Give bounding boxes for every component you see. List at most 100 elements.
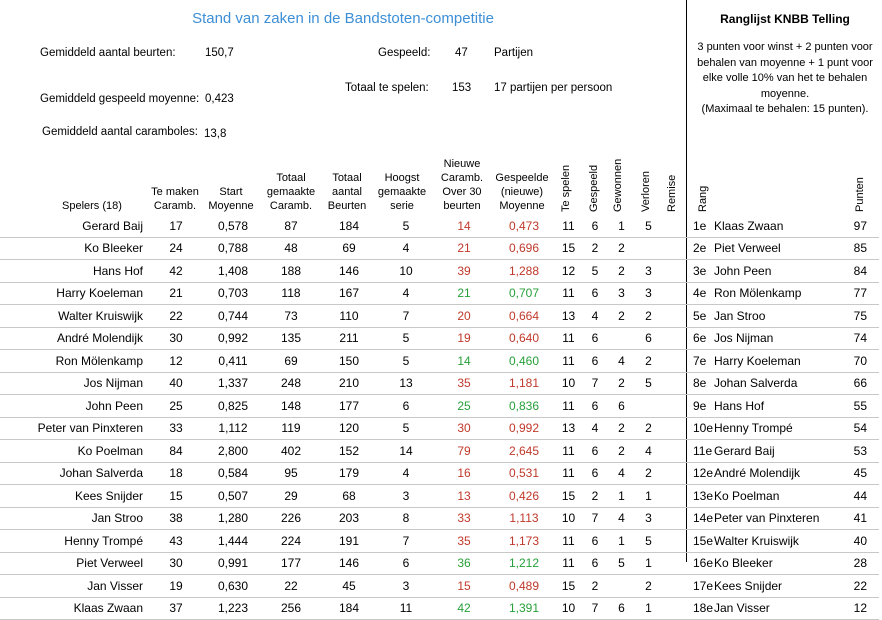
nieuwe-caramb-cell: 21 xyxy=(435,237,493,260)
rank-position: 16e xyxy=(686,552,714,575)
totaal-beurten-cell: 110 xyxy=(321,304,377,328)
start-moyenne-cell: 1,408 xyxy=(205,259,261,283)
hoogst-serie-cell: 11 xyxy=(377,597,435,620)
rule-line: behalen van moyenne + 1 punt voor xyxy=(697,56,873,69)
avg-moyenne-value: 0,423 xyxy=(205,93,234,105)
gespeelde-moyenne-cell: 0,696 xyxy=(493,237,555,260)
rank-player-name: André Molendijk xyxy=(714,462,849,485)
rule-line: elke volle 10% van het te behalen xyxy=(702,72,868,84)
ranking-rules: 3 punten voor winst + 2 punten voor beha… xyxy=(688,40,882,118)
totaal-beurten-cell: 203 xyxy=(321,507,377,530)
te-maken-cell: 42 xyxy=(147,259,205,283)
header-line: gemaakte xyxy=(266,186,316,198)
gespeeld-cell: 6 xyxy=(582,327,608,350)
gespeeld-cell: 7 xyxy=(582,507,608,530)
rank-points: 22 xyxy=(849,574,879,598)
remise-cell xyxy=(662,304,686,328)
te-maken-cell: 40 xyxy=(147,372,205,395)
te-maken-cell: 30 xyxy=(147,327,205,350)
start-moyenne-cell: 0,788 xyxy=(205,237,261,260)
gespeelde-moyenne-cell: 1,181 xyxy=(493,372,555,395)
rank-player-name: Kees Snijder xyxy=(714,574,849,598)
table-row: Kees Snijder 15 0,507 29 68 3 13 0,426 15 2 1 1 13e K… xyxy=(0,484,879,508)
start-moyenne-cell: 0,411 xyxy=(205,349,261,373)
nieuwe-caramb-cell: 20 xyxy=(435,304,493,328)
remise-cell xyxy=(662,215,686,238)
verloren-cell xyxy=(635,237,662,260)
rank-player-name: Walter Kruiswijk xyxy=(714,529,849,553)
start-moyenne-cell: 1,280 xyxy=(205,507,261,530)
te-maken-cell: 43 xyxy=(147,529,205,553)
nieuwe-caramb-cell: 14 xyxy=(435,349,493,373)
table-row: Henny Trompé 43 1,444 224 191 7 35 1,173 11 6 1 5 15… xyxy=(0,529,879,553)
header-line: Te maken xyxy=(151,186,199,198)
gespeeld-cell: 6 xyxy=(582,349,608,373)
gespeelde-moyenne-cell: 0,426 xyxy=(493,484,555,508)
hoogst-serie-cell: 7 xyxy=(377,529,435,553)
start-moyenne-cell: 1,112 xyxy=(205,417,261,440)
header-line: Moyenne xyxy=(208,200,254,212)
totaal-beurten-cell: 150 xyxy=(321,349,377,373)
te-spelen-cell: 11 xyxy=(555,394,582,418)
te-maken-cell: 33 xyxy=(147,417,205,440)
start-moyenne-cell: 0,744 xyxy=(205,304,261,328)
verloren-cell: 6 xyxy=(635,327,662,350)
remise-cell xyxy=(662,462,686,485)
totaal-beurten-cell: 146 xyxy=(321,259,377,283)
rank-player-name: Jan Visser xyxy=(714,597,849,620)
gespeelde-moyenne-cell: 0,707 xyxy=(493,282,555,305)
remise-cell xyxy=(662,372,686,395)
gespeeld-label: Gespeeld: xyxy=(378,47,431,59)
gespeeld-cell: 6 xyxy=(582,552,608,575)
verloren-cell: 5 xyxy=(635,529,662,553)
rank-player-name: John Peen xyxy=(714,259,849,283)
te-spelen-cell: 11 xyxy=(555,552,582,575)
rank-player-name: Hans Hof xyxy=(714,394,849,418)
avg-carambole-label: Gemiddeld aantal caramboles: xyxy=(42,126,198,138)
start-moyenne-cell: 1,444 xyxy=(205,529,261,553)
te-spelen-cell: 10 xyxy=(555,372,582,395)
te-maken-cell: 18 xyxy=(147,462,205,485)
gewonnen-cell: 6 xyxy=(608,394,635,418)
totaal-caramb-cell: 69 xyxy=(261,349,321,373)
table-row: Johan Salverda 18 0,584 95 179 4 16 0,531 11 6 4 2 1… xyxy=(0,462,879,485)
gewonnen-cell: 4 xyxy=(608,507,635,530)
verloren-cell: 1 xyxy=(635,597,662,620)
te-spelen-cell: 11 xyxy=(555,529,582,553)
remise-cell xyxy=(662,349,686,373)
rule-line: (Maximaal te behalen: 15 punten). xyxy=(701,103,869,115)
totaal-caramb-cell: 226 xyxy=(261,507,321,530)
nieuwe-caramb-cell: 19 xyxy=(435,327,493,350)
rank-points: 55 xyxy=(849,394,879,418)
hoogst-serie-cell: 5 xyxy=(377,349,435,373)
gespeelde-moyenne-cell: 0,460 xyxy=(493,349,555,373)
header-te-spelen: Te spelen xyxy=(560,164,572,212)
totaal-beurten-cell: 211 xyxy=(321,327,377,350)
totaal-beurten-cell: 184 xyxy=(321,597,377,620)
totaal-caramb-cell: 402 xyxy=(261,439,321,463)
start-moyenne-cell: 1,337 xyxy=(205,372,261,395)
rank-position: 9e xyxy=(686,394,714,418)
rank-position: 6e xyxy=(686,327,714,350)
header-verloren: Verloren xyxy=(640,171,652,212)
te-spelen-label: Totaal te spelen: xyxy=(345,82,429,94)
gespeelde-moyenne-cell: 0,473 xyxy=(493,215,555,238)
rank-points: 75 xyxy=(849,304,879,328)
header-hoogst: Hoogst gemaakte serie xyxy=(373,171,431,213)
table-row: Piet Verweel 30 0,991 177 146 6 36 1,212 11 6 5 1 16… xyxy=(0,552,879,575)
header-tot-caramb: Totaal gemaakte Caramb. xyxy=(262,171,320,213)
hoogst-serie-cell: 5 xyxy=(377,327,435,350)
te-maken-cell: 25 xyxy=(147,394,205,418)
header-line: aantal xyxy=(332,186,362,198)
header-line: Gespeelde xyxy=(495,172,549,184)
rank-position: 14e xyxy=(686,507,714,530)
totaal-caramb-cell: 118 xyxy=(261,282,321,305)
header-te-maken: Te maken Caramb. xyxy=(145,185,205,213)
te-maken-cell: 24 xyxy=(147,237,205,260)
gewonnen-cell: 1 xyxy=(608,529,635,553)
gewonnen-cell: 2 xyxy=(608,237,635,260)
start-moyenne-cell: 0,630 xyxy=(205,574,261,598)
start-moyenne-cell: 0,578 xyxy=(205,215,261,238)
rank-player-name: Harry Koeleman xyxy=(714,349,849,373)
te-maken-cell: 22 xyxy=(147,304,205,328)
